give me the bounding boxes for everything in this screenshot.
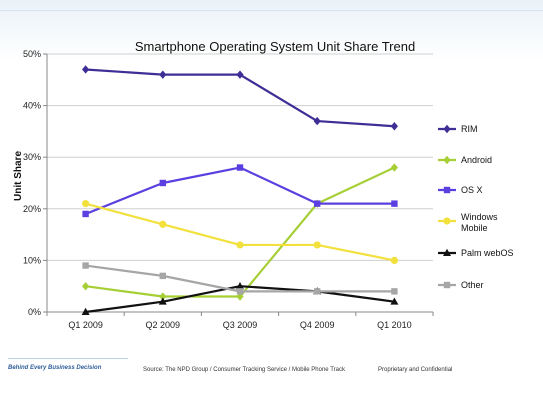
data-point-os-x [236,164,244,171]
legend-label: Palm webOS [461,248,514,258]
data-point-other [159,272,166,280]
legend-item-android: Android [438,155,492,165]
series-windows-mobile [82,200,398,264]
series-line-windows-mobile [85,202,395,262]
x-tick-label: Q1 2010 [377,320,412,330]
header-rule [0,10,543,11]
data-point-windows-mobile [313,241,321,249]
footer-rule [8,358,128,359]
y-tick-label: 20% [23,204,41,214]
series-other [82,262,398,295]
legend-label: RIM [461,124,478,134]
data-point-windows-mobile [236,241,244,249]
y-tick-label: 30% [23,152,41,162]
data-point-other [391,288,398,295]
y-tick-label: 10% [23,255,41,265]
footer-confidential: Proprietary and Confidential [378,367,453,373]
legend-item-os-x: OS X [438,185,483,195]
data-point-rim [313,116,321,126]
data-point-os-x [391,200,398,207]
data-point-windows-mobile [82,200,90,208]
legend-item-palm-webos: Palm webOS [438,248,514,258]
legend-item-other: Other [438,280,484,290]
grid-lines [47,53,433,261]
series-palm-webos [81,282,399,315]
data-point-rim [236,70,244,79]
legend-label: Mobile [461,223,488,233]
series-lines [81,65,399,315]
series-android [82,163,398,301]
data-point-palm-webos [236,282,244,290]
chart-title: Smartphone Operating System Unit Share T… [135,39,415,54]
legend-item-rim: RIM [438,124,478,134]
footer-tagline: Behind Every Business Decision [8,365,102,371]
y-tick-label: 40% [23,101,41,111]
data-point-other [314,288,321,295]
data-point-android [390,163,398,172]
series-rim [82,65,398,131]
data-point-os-x [159,179,166,187]
legend-label: Android [461,155,492,165]
x-tick-label: Q2 2009 [146,320,181,330]
legend-swatch-marker [443,155,451,165]
data-point-os-x [314,200,321,207]
data-point-other [236,288,244,295]
data-point-os-x [82,210,89,218]
data-point-palm-webos [81,307,90,315]
legend-swatch-marker [443,248,451,256]
data-point-rim [390,122,398,131]
data-point-windows-mobile [390,256,398,264]
legend-swatch-marker [443,186,451,194]
x-tick-label: Q1 2009 [68,320,103,330]
data-point-rim [82,65,90,74]
data-point-palm-webos [158,297,167,305]
data-point-palm-webos [390,297,399,305]
series-line-os-x [85,166,395,215]
axes: 0% 10% 20% 30% 40% 50% Q1 2009 Q2 2009 Q3 2009 Q4… [23,49,434,330]
data-point-other [82,262,89,269]
series-line-android [85,166,395,298]
legend-label: Other [461,280,484,290]
y-tick-label: 0% [28,307,41,317]
legend-swatch-marker [443,124,451,134]
data-point-android [159,292,167,301]
series-os-x [82,164,398,218]
x-tick-label: Q4 2009 [300,320,335,330]
legend-label: OS X [461,185,483,195]
footer-source: Source: The NPD Group / Consumer Trackin… [143,367,345,373]
y-axis-label: Unit Share [13,151,24,201]
legend-swatch-marker [443,217,451,225]
legend-label: Windows [461,212,498,222]
y-tick-label: 50% [23,49,41,59]
x-tick-label: Q3 2009 [223,320,258,330]
legend-swatch-marker [443,281,451,289]
data-point-rim [159,70,167,79]
data-point-android [82,282,90,291]
data-point-windows-mobile [159,220,167,228]
